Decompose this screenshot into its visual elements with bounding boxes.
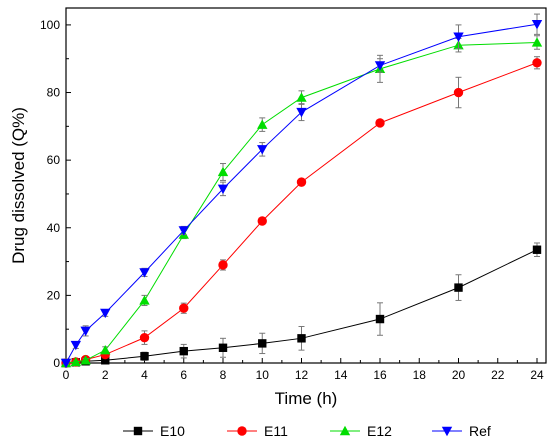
series-line <box>65 23 538 364</box>
legend-item-ref: Ref <box>432 423 491 439</box>
data-point <box>60 358 72 369</box>
data-point <box>140 352 149 361</box>
plot-border <box>65 7 547 364</box>
data-point <box>139 332 150 343</box>
series-layer <box>60 13 543 369</box>
data-point <box>296 92 307 102</box>
series-e10 <box>61 242 542 368</box>
data-point <box>532 245 542 254</box>
data-point <box>296 177 307 187</box>
y-axis-title: Drug dissolved (Q%) <box>9 107 28 264</box>
data-point <box>257 216 267 226</box>
legend-marker <box>339 425 351 436</box>
series-e12 <box>60 35 543 368</box>
x-tick-label: 18 <box>413 368 427 382</box>
data-point <box>178 226 189 236</box>
data-point <box>257 145 268 155</box>
data-point <box>296 107 307 118</box>
legend-label: E12 <box>367 423 392 439</box>
y-tick-label: 0 <box>53 356 60 370</box>
data-point <box>258 339 267 348</box>
data-point <box>453 32 464 42</box>
data-point <box>454 283 463 292</box>
data-point <box>70 356 82 367</box>
x-axis-title: Time (h) <box>275 389 338 408</box>
data-point <box>80 355 91 365</box>
data-point <box>297 334 306 343</box>
x-tick-label: 24 <box>530 368 544 382</box>
x-tick-label: 22 <box>491 368 505 382</box>
y-tick-label: 100 <box>40 18 60 32</box>
data-point <box>531 37 543 47</box>
data-point <box>100 344 111 355</box>
x-tick-label: 16 <box>373 368 387 382</box>
data-point <box>218 260 228 270</box>
data-point <box>375 118 385 128</box>
series-ref <box>60 13 543 369</box>
legend-marker <box>133 426 143 436</box>
x-tick-label: 14 <box>334 368 348 382</box>
plot-frame <box>65 7 547 364</box>
data-point <box>218 343 228 352</box>
data-point <box>179 346 188 356</box>
data-point <box>70 340 82 351</box>
data-point <box>100 308 111 319</box>
legend-marker <box>237 426 247 436</box>
data-point <box>101 356 110 365</box>
data-point <box>139 268 150 278</box>
legend-item-e11: E11 <box>227 423 288 439</box>
legend-item-e10: E10 <box>123 423 185 439</box>
data-point <box>532 58 542 68</box>
y-axis: 0 20 40 60 80 100 <box>40 18 71 370</box>
x-tick-label: 6 <box>180 368 187 382</box>
x-tick-label: 10 <box>256 368 270 382</box>
legend: E10 E11 E12 Ref <box>123 423 491 439</box>
data-point <box>139 295 150 305</box>
y-tick-label: 80 <box>47 86 61 100</box>
x-tick-label: 0 <box>63 368 70 382</box>
y-tick-label: 60 <box>47 153 61 167</box>
x-tick-label: 4 <box>141 368 148 382</box>
x-tick-label: 8 <box>220 368 227 382</box>
legend-item-e12: E12 <box>330 423 392 439</box>
x-tick-label: 12 <box>295 368 309 382</box>
y-tick-label: 40 <box>47 221 61 235</box>
data-point <box>375 314 385 324</box>
y-tick-label: 20 <box>47 288 61 302</box>
legend-marker <box>441 426 453 437</box>
data-point <box>257 119 268 129</box>
x-tick-label: 2 <box>102 368 109 382</box>
legend-label: E11 <box>264 423 288 439</box>
data-point <box>217 184 229 195</box>
legend-label: E10 <box>160 423 185 439</box>
data-point <box>217 166 229 177</box>
legend-label: Ref <box>469 423 491 439</box>
x-axis: 0 2 4 6 8 10 12 14 16 18 20 22 24 <box>63 358 544 382</box>
data-point <box>453 87 464 98</box>
data-point <box>179 303 189 313</box>
data-point <box>531 20 543 30</box>
data-point <box>80 326 91 337</box>
x-tick-label: 20 <box>452 368 466 382</box>
data-point <box>374 61 386 71</box>
